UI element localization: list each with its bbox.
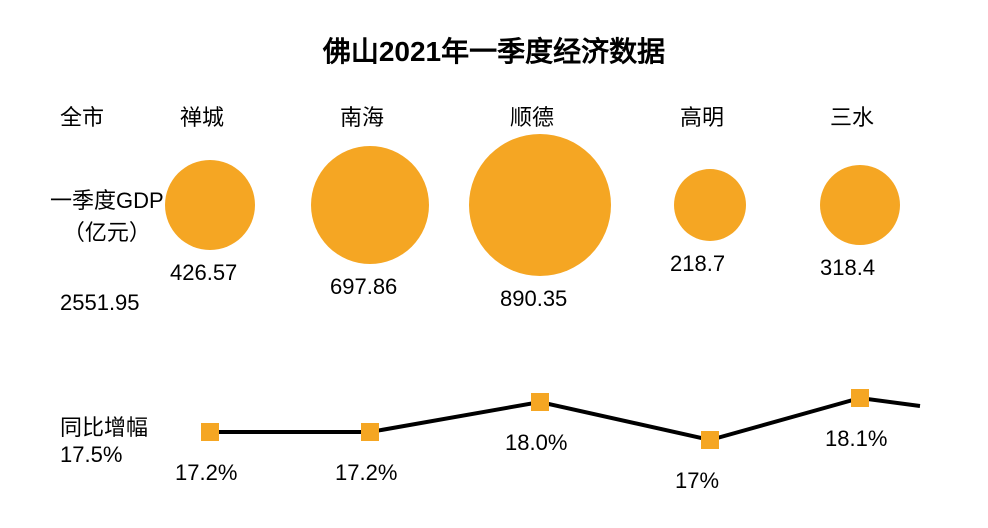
growth-marker <box>851 389 869 407</box>
growth-marker <box>531 393 549 411</box>
growth-line-chart <box>60 100 960 500</box>
growth-line <box>210 398 920 440</box>
growth-marker <box>701 431 719 449</box>
growth-marker <box>361 423 379 441</box>
growth-marker <box>201 423 219 441</box>
chart-title: 佛山2021年一季度经济数据 <box>0 30 988 70</box>
